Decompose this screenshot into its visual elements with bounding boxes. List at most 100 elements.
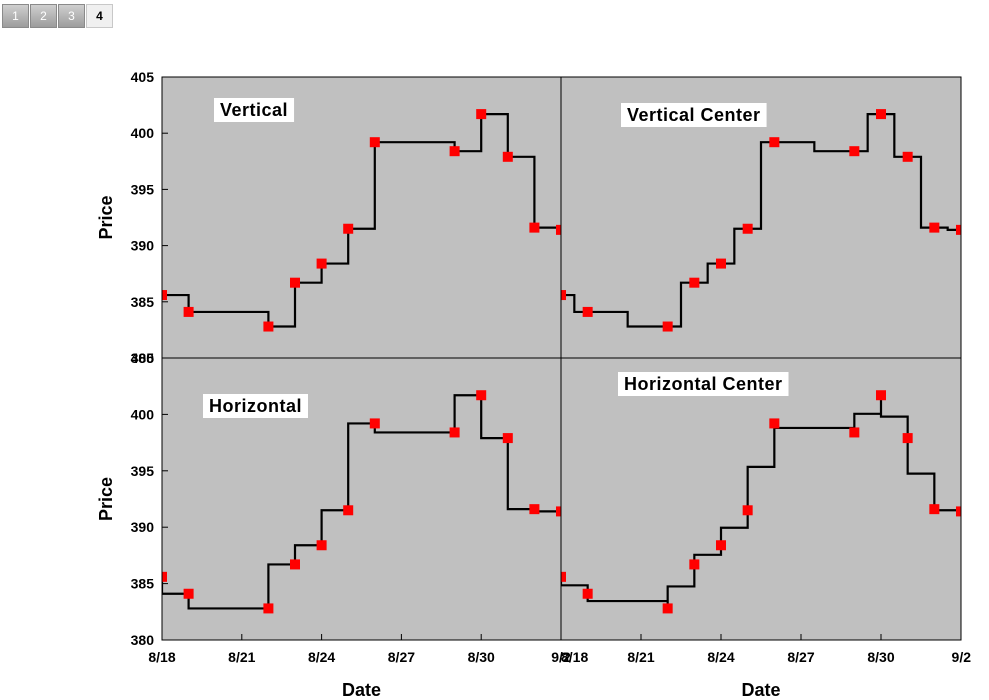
data-point-8-24 <box>716 258 726 269</box>
panel-title-text: Horizontal <box>209 396 302 416</box>
data-point-8-26 <box>369 137 380 148</box>
step-line <box>162 394 561 610</box>
data-point-8-24 <box>316 540 327 551</box>
data-point-8-30 <box>876 109 886 120</box>
x-tick-label: 9/2 <box>551 649 571 665</box>
data-point-8-23 <box>689 277 700 288</box>
data-point-9-1 <box>529 504 540 515</box>
data-point-8-22 <box>662 321 673 332</box>
data-point-9-2 <box>956 506 961 517</box>
data-point-8-29 <box>849 146 860 157</box>
markers <box>561 390 961 614</box>
data-point-8-18 <box>561 571 566 582</box>
data-point-8-25 <box>343 505 354 516</box>
data-point-8-26 <box>369 418 380 429</box>
data-point-8-24 <box>716 540 726 551</box>
page-tab-4[interactable]: 4 <box>86 4 113 28</box>
data-point-8-31 <box>902 433 913 444</box>
markers <box>162 390 561 614</box>
plot-area <box>561 358 961 640</box>
y-tick-label: 380 <box>131 350 155 366</box>
data-point-8-30 <box>476 390 487 401</box>
data-point-8-18 <box>162 290 167 301</box>
y-tick-label: 400 <box>131 125 155 141</box>
y-tick-label: 395 <box>131 463 155 479</box>
data-point-8-24 <box>316 258 327 269</box>
y-tick-label: 405 <box>131 350 155 366</box>
y-axis-label: Price <box>96 195 116 239</box>
x-tick-label: 8/27 <box>787 649 814 665</box>
x-tick-label: 8/24 <box>707 649 734 665</box>
step-line <box>561 112 961 328</box>
y-tick-label: 395 <box>131 181 155 197</box>
page-tab-3[interactable]: 3 <box>58 4 85 28</box>
x-axis-label: Date <box>342 680 381 700</box>
x-tick-label: 8/30 <box>468 649 495 665</box>
y-tick-label: 385 <box>131 576 155 592</box>
data-point-8-26 <box>769 418 780 429</box>
plot-frame <box>560 357 962 641</box>
data-point-8-30 <box>476 109 487 120</box>
data-point-9-1 <box>929 504 940 515</box>
x-tick-label: 8/24 <box>308 649 335 665</box>
panel-3: 380 385 390 395 400 405 Price 8/18 8/21 8/24 8/27 8… <box>96 350 571 700</box>
data-point-8-18 <box>162 571 167 582</box>
data-point-8-31 <box>902 151 913 162</box>
panel-2: Vertical Center <box>560 76 962 359</box>
data-point-8-19 <box>183 306 194 317</box>
data-point-8-19 <box>582 588 593 599</box>
data-point-8-23 <box>689 559 700 570</box>
data-point-8-29 <box>849 427 860 438</box>
x-tick-label: 8/18 <box>561 649 588 665</box>
y-tick-label: 405 <box>131 69 155 85</box>
panel-1: 380 385 390 395 400 405 Price Vertical <box>96 69 562 366</box>
page-tabs: 1 2 3 4 <box>2 4 113 28</box>
panel-title: Horizontal <box>203 394 308 418</box>
x-tick-label: 8/30 <box>867 649 894 665</box>
data-point-8-23 <box>290 277 300 288</box>
y-tick-label: 390 <box>131 519 155 535</box>
data-point-8-30 <box>876 390 886 401</box>
data-point-8-18 <box>561 290 566 301</box>
x-tick-label: 8/21 <box>228 649 255 665</box>
data-point-9-2 <box>556 506 561 517</box>
data-point-8-19 <box>582 306 593 317</box>
y-tick-label: 385 <box>131 294 155 310</box>
x-tick-label: 8/21 <box>627 649 654 665</box>
y-tick-label: 380 <box>131 632 155 648</box>
page-tab-2[interactable]: 2 <box>30 4 57 28</box>
x-tick-label: 8/18 <box>148 649 175 665</box>
data-point-8-29 <box>449 427 460 438</box>
x-tick-label: 9/2 <box>952 649 972 665</box>
panel-title-text: Vertical <box>220 100 288 120</box>
panel-title-text: Horizontal Center <box>624 374 783 394</box>
data-point-8-25 <box>343 223 354 234</box>
data-point-8-25 <box>742 505 753 516</box>
data-point-9-1 <box>929 222 940 233</box>
data-point-8-22 <box>263 603 274 614</box>
data-point-9-1 <box>529 222 540 233</box>
y-tick-label: 390 <box>131 238 155 254</box>
panel-4: 8/18 8/21 8/24 8/27 8/30 9/2 Date Horizontal Ce… <box>560 357 972 700</box>
data-point-8-31 <box>502 433 513 444</box>
data-point-8-26 <box>769 137 780 148</box>
data-point-8-29 <box>449 146 460 157</box>
markers <box>561 109 961 332</box>
panel-title: Vertical <box>214 98 295 122</box>
data-point-8-22 <box>263 321 274 332</box>
y-tick-label: 400 <box>131 406 155 422</box>
data-point-9-2 <box>956 224 961 235</box>
page-tab-1[interactable]: 1 <box>2 4 29 28</box>
markers <box>162 109 561 332</box>
panel-title: Horizontal Center <box>618 372 789 396</box>
data-point-8-22 <box>662 603 673 614</box>
x-axis-label: Date <box>741 680 780 700</box>
panel-title: Vertical Center <box>621 103 767 127</box>
panel-title-text: Vertical Center <box>627 105 761 125</box>
data-point-9-2 <box>556 224 561 235</box>
y-axis-label: Price <box>96 477 116 521</box>
data-point-8-25 <box>742 223 753 234</box>
data-point-8-23 <box>290 559 300 570</box>
data-point-8-19 <box>183 588 194 599</box>
